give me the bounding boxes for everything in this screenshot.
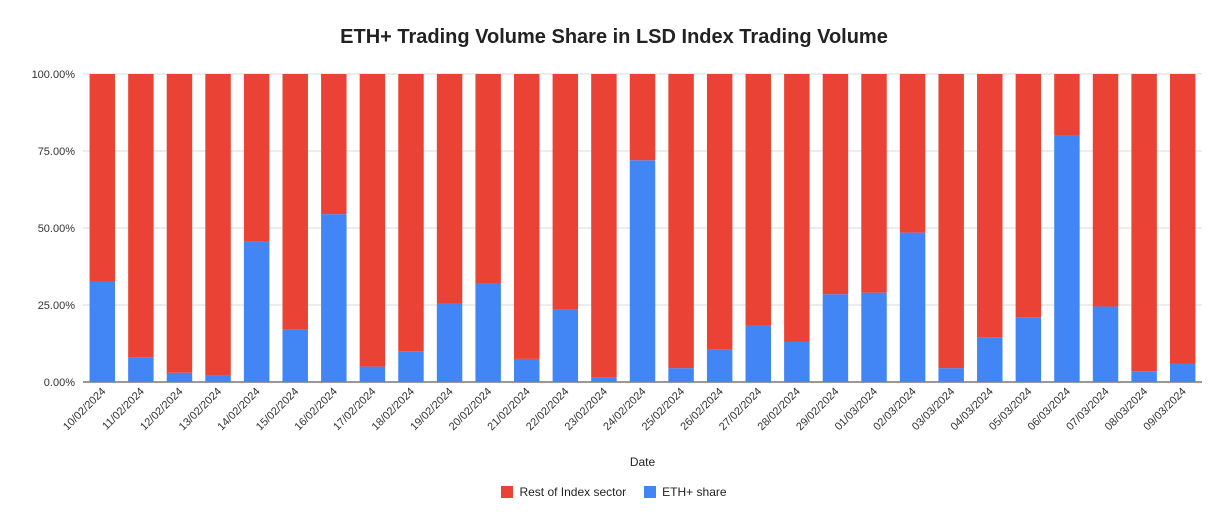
bar-eth-share (128, 357, 154, 382)
bar-rest-of-index (706, 74, 733, 350)
bar-rest-of-index (398, 74, 424, 352)
bar-rest-of-index (514, 74, 540, 359)
bar-eth-share (514, 358, 540, 382)
x-axis-label: Date (630, 455, 656, 469)
bar-rest-of-index (822, 74, 849, 295)
bar-eth-share (938, 368, 964, 382)
bar-rest-of-index (1092, 74, 1119, 307)
bar-rest-of-index (861, 74, 887, 293)
legend-label-eth: ETH+ share (662, 485, 727, 499)
bar-eth-share (243, 241, 270, 382)
legend-label-rest: Rest of Index sector (519, 485, 627, 499)
bar-rest-of-index (205, 74, 231, 376)
bar-eth-share (745, 325, 771, 382)
y-tick-label: 75.00% (38, 146, 76, 158)
legend-item-rest: Rest of Index sector (501, 485, 626, 499)
bar-eth-share (668, 368, 694, 382)
bar-eth-share (89, 281, 116, 382)
bar-eth-share (1131, 371, 1157, 382)
bar-rest-of-index (591, 74, 617, 378)
bar-eth-share (1169, 363, 1196, 382)
bar-eth-share (475, 283, 501, 382)
bar-rest-of-index (745, 74, 771, 326)
bar-rest-of-index (89, 74, 116, 282)
bar-eth-share (1015, 317, 1042, 382)
bar-rest-of-index (938, 74, 964, 369)
bar-eth-share (552, 309, 579, 382)
bar-rest-of-index (552, 74, 579, 310)
bar-eth-share (436, 303, 463, 382)
bar-eth-share (629, 160, 656, 382)
bar-rest-of-index (1169, 74, 1196, 364)
bar-eth-share (784, 341, 810, 382)
bar-rest-of-index (166, 74, 193, 373)
bar-eth-share (1092, 306, 1119, 382)
legend-swatch-rest (501, 486, 514, 498)
bar-eth-share (359, 366, 386, 382)
bar-rest-of-index (1054, 74, 1080, 136)
bar-rest-of-index (899, 74, 926, 233)
bar-eth-share (861, 292, 887, 382)
bar-eth-share (1054, 135, 1080, 382)
y-tick-label: 100.00% (32, 69, 76, 81)
bar-rest-of-index (1131, 74, 1157, 372)
bar-rest-of-index (475, 74, 501, 284)
y-tick-label: 25.00% (38, 300, 76, 312)
chart-title: ETH+ Trading Volume Share in LSD Index T… (340, 26, 888, 48)
bar-eth-share (706, 349, 733, 382)
bar-eth-share (822, 294, 849, 382)
y-tick-label: 50.00% (38, 223, 76, 235)
bar-rest-of-index (359, 74, 386, 367)
bar-rest-of-index (321, 74, 347, 215)
bar-eth-share (282, 329, 308, 382)
bar-rest-of-index (243, 74, 270, 242)
bar-rest-of-index (977, 74, 1003, 338)
bar-eth-share (977, 337, 1003, 382)
legend-swatch-eth (644, 486, 657, 498)
bar-rest-of-index (282, 74, 308, 330)
bar-rest-of-index (629, 74, 656, 161)
bar-rest-of-index (668, 74, 694, 369)
bar-eth-share (398, 351, 424, 382)
bar-eth-share (321, 214, 347, 382)
legend: Rest of Index sector ETH+ share (0, 485, 1228, 499)
bar-rest-of-index (1015, 74, 1042, 318)
bar-eth-share (166, 372, 193, 382)
legend-item-eth: ETH+ share (644, 485, 727, 499)
bar-eth-share (205, 375, 231, 382)
bar-rest-of-index (128, 74, 154, 358)
bar-eth-share (899, 232, 926, 382)
bar-rest-of-index (784, 74, 810, 342)
y-tick-label: 0.00% (44, 377, 75, 389)
bar-rest-of-index (436, 74, 463, 304)
bar-eth-share (591, 377, 617, 382)
